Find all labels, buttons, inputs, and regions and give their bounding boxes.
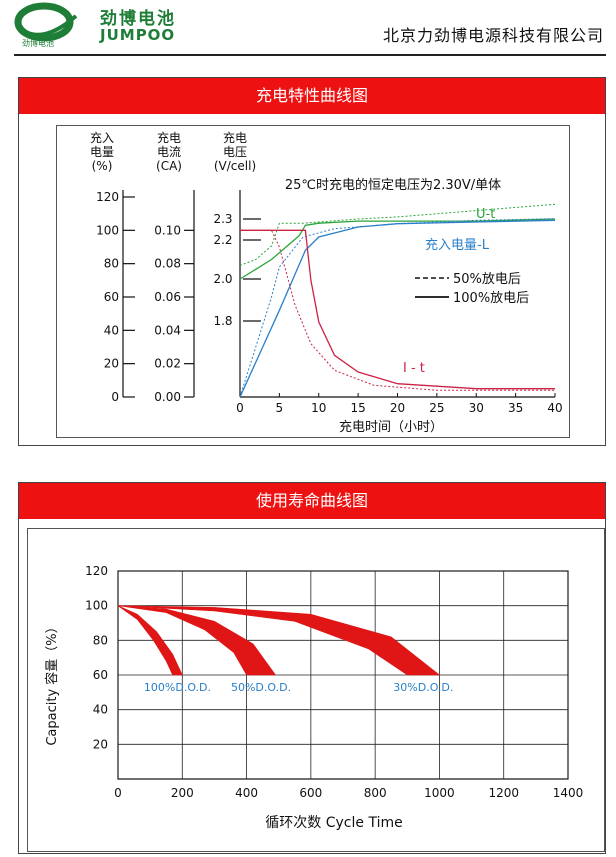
axis-label-line: (CA)	[156, 159, 182, 173]
brand-en: JUMPOO	[100, 26, 176, 44]
current-tick-label: 0.04	[154, 323, 181, 337]
series-voltage-solid	[239, 218, 556, 280]
capacity-tick-label: 0	[111, 390, 119, 404]
series-voltage-dashed	[239, 203, 556, 266]
voltage-tick-label: 2.3	[213, 212, 232, 226]
life-banner: 使用寿命曲线图	[19, 483, 605, 519]
axis-label-line: (V/cell)	[214, 159, 256, 173]
logo-small-text: 劲博电池	[22, 38, 54, 48]
capacity-tick-label: 20	[104, 357, 119, 371]
time-tick-label: 40	[547, 401, 562, 415]
cycle-tick-label: 600	[299, 786, 322, 800]
series-current-dashed	[240, 229, 555, 391]
charging-panel: 充入 电量 (%) 充电 电流 (CA) 充电 电压 (V/cell) 0 20 40 60 80 100 1…	[56, 125, 570, 438]
charging-section: 充电特性曲线图 充入 电量 (%) 充电 电流 (CA) 充电 电压 (V/cell) 0 20 40…	[18, 77, 606, 446]
life-chart: 0 200 400 600 800 1000 1200 1400 20 40 60 80 100 120 循…	[44, 564, 584, 831]
capacity-tick-label: 100	[85, 599, 108, 613]
current-curve-label: I - t	[403, 361, 425, 376]
charging-banner: 充电特性曲线图	[19, 78, 605, 114]
series-capacity-solid	[239, 219, 556, 398]
capacity-tick-label: 20	[93, 737, 108, 751]
time-axis-title: 充电时间（小时）	[339, 419, 443, 435]
axis-label-line: 电量	[90, 145, 114, 159]
time-tick-label: 0	[236, 401, 244, 415]
header-divider	[14, 54, 606, 56]
life-panel: 0 200 400 600 800 1000 1200 1400 20 40 60 80 100 120 循…	[27, 528, 605, 852]
voltage-tick-label: 2.2	[213, 233, 232, 247]
series-current-solid	[240, 229, 555, 390]
capacity-tick-label: 40	[104, 323, 119, 337]
cycle-tick-label: 800	[364, 786, 387, 800]
voltage-curve-label: U-t	[476, 207, 495, 222]
time-tick-label: 30	[469, 401, 484, 415]
time-tick-label: 15	[350, 401, 365, 415]
current-tick-label: 0.02	[154, 357, 181, 371]
time-tick-label: 25	[429, 401, 444, 415]
capacity-tick-label: 60	[93, 668, 108, 682]
axis-label-line: (%)	[92, 159, 113, 173]
brand-cn: 劲博电池	[100, 9, 176, 29]
axis-label-line: 充电	[223, 130, 247, 145]
axis-label-line: 充电	[157, 130, 181, 145]
capacity-tick-label: 40	[93, 703, 108, 717]
current-tick-label: 0.08	[154, 257, 181, 271]
logo-swoosh	[25, 14, 78, 37]
capacity-tick-label: 80	[104, 257, 119, 271]
dod-band	[117, 605, 183, 676]
capacity-tick-label: 100	[96, 223, 119, 237]
dod-label: 50%D.O.D.	[231, 681, 291, 694]
capacity-tick-label: 120	[96, 190, 119, 204]
dod-label: 30%D.O.D.	[393, 681, 453, 694]
company-name: 北京力劲博电源科技有限公司	[382, 26, 604, 45]
charging-chart-title: 25℃时充电的恒定电压为2.30V/单体	[285, 177, 501, 193]
jumpoo-logo: 劲博电池	[6, 2, 90, 48]
current-tick-label: 0.00	[154, 390, 181, 404]
charging-chart: 充入电量(%)充电电流(CA)充电电压(V/cell)0204060801001…	[90, 130, 563, 435]
legend-dashed-label: 50%放电后	[453, 272, 521, 287]
axis-label-line: 电压	[223, 145, 247, 159]
current-tick-label: 0.06	[154, 290, 181, 304]
axis-label-line: 电流	[157, 145, 181, 159]
voltage-tick-label: 1.8	[213, 314, 232, 328]
dod-label: 100%D.O.D.	[144, 681, 211, 694]
legend-solid-label: 100%放电后	[453, 291, 529, 306]
capacity-tick-label: 80	[93, 633, 108, 647]
dod-band	[117, 605, 277, 676]
capacity-curve-label: 充入电量-L	[425, 237, 490, 253]
voltage-tick-label: 2.0	[213, 272, 232, 286]
time-tick-label: 35	[508, 401, 523, 415]
capacity-axis-title: Capacity 容量（%）	[44, 620, 60, 745]
current-tick-label: 0.10	[154, 223, 181, 237]
cycle-tick-label: 400	[235, 786, 258, 800]
capacity-tick-label: 60	[104, 290, 119, 304]
time-tick-label: 10	[311, 401, 326, 415]
cycle-axis-title: 循环次数 Cycle Time	[265, 815, 402, 831]
cycle-tick-label: 200	[171, 786, 194, 800]
life-section: 使用寿命曲线图 0 200 400 600 800 1000 1200 1400 20 40 60 8…	[18, 482, 606, 854]
axis-label-line: 充入	[90, 130, 114, 145]
cycle-tick-label: 1000	[424, 786, 455, 800]
cycle-tick-label: 1400	[553, 786, 584, 800]
dod-band	[117, 605, 441, 676]
cycle-tick-label: 0	[114, 786, 122, 800]
time-tick-label: 20	[390, 401, 405, 415]
capacity-tick-label: 120	[85, 564, 108, 578]
cycle-tick-label: 1200	[488, 786, 519, 800]
time-tick-label: 5	[276, 401, 284, 415]
